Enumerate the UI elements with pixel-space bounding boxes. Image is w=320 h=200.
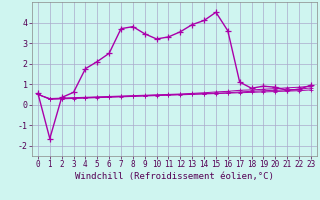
X-axis label: Windchill (Refroidissement éolien,°C): Windchill (Refroidissement éolien,°C) xyxy=(75,172,274,181)
